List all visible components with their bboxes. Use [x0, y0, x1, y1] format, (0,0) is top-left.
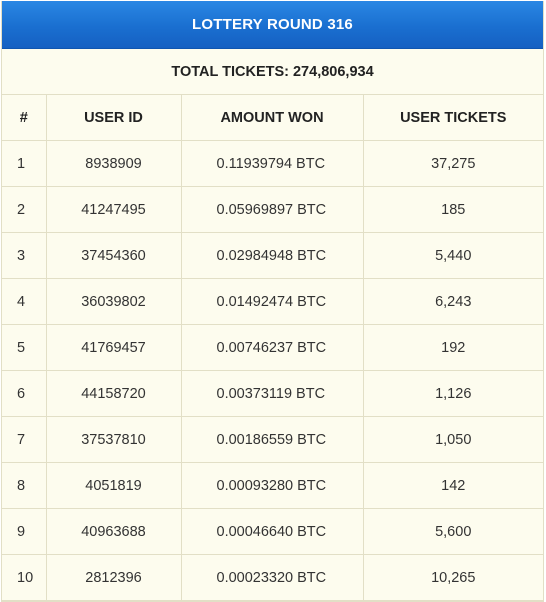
- user-id-cell: 41769457: [45, 324, 182, 371]
- rank-cell: 8: [2, 462, 47, 509]
- amount-won-cell: 0.00373119 BTC: [180, 370, 364, 417]
- user-id-cell: 4051819: [45, 462, 182, 509]
- table-row: 4 36039802 0.01492474 BTC 6,243: [2, 278, 543, 325]
- rank-cell: 4: [2, 278, 47, 325]
- user-tickets-cell: 5,440: [362, 232, 543, 279]
- table-header-row: # USER ID AMOUNT WON USER TICKETS: [2, 94, 543, 141]
- user-id-cell: 41247495: [45, 186, 182, 233]
- table-row: 1 8938909 0.11939794 BTC 37,275: [2, 140, 543, 187]
- table-row: 9 40963688 0.00046640 BTC 5,600: [2, 508, 543, 555]
- amount-won-cell: 0.00046640 BTC: [180, 508, 364, 555]
- column-header-amount-won: AMOUNT WON: [180, 94, 364, 141]
- table-row: 2 41247495 0.05969897 BTC 185: [2, 186, 543, 233]
- rank-cell: 9: [2, 508, 47, 555]
- rank-cell: 7: [2, 416, 47, 463]
- user-tickets-cell: 185: [362, 186, 543, 233]
- column-header-rank: #: [2, 94, 47, 141]
- amount-won-cell: 0.02984948 BTC: [180, 232, 364, 279]
- table-row: 5 41769457 0.00746237 BTC 192: [2, 324, 543, 371]
- user-tickets-cell: 1,050: [362, 416, 543, 463]
- amount-won-cell: 0.00186559 BTC: [180, 416, 364, 463]
- lottery-results-table: TOTAL TICKETS: 274,806,934 # USER ID AMO…: [2, 49, 543, 601]
- user-id-cell: 2812396: [45, 554, 182, 601]
- amount-won-cell: 0.00023320 BTC: [180, 554, 364, 601]
- user-tickets-cell: 1,126: [362, 370, 543, 417]
- table-row: 3 37454360 0.02984948 BTC 5,440: [2, 232, 543, 279]
- rank-cell: 2: [2, 186, 47, 233]
- user-tickets-cell: 5,600: [362, 508, 543, 555]
- amount-won-cell: 0.00746237 BTC: [180, 324, 364, 371]
- amount-won-cell: 0.00093280 BTC: [180, 462, 364, 509]
- amount-won-cell: 0.05969897 BTC: [180, 186, 364, 233]
- user-id-cell: 37454360: [45, 232, 182, 279]
- table-row: 8 4051819 0.00093280 BTC 142: [2, 462, 543, 509]
- user-id-cell: 40963688: [45, 508, 182, 555]
- table-row: 7 37537810 0.00186559 BTC 1,050: [2, 416, 543, 463]
- table-row: 10 2812396 0.00023320 BTC 10,265: [2, 554, 543, 601]
- total-tickets-row: TOTAL TICKETS: 274,806,934: [2, 49, 543, 95]
- user-id-cell: 37537810: [45, 416, 182, 463]
- user-tickets-cell: 142: [362, 462, 543, 509]
- user-tickets-cell: 6,243: [362, 278, 543, 325]
- column-header-user-tickets: USER TICKETS: [362, 94, 543, 141]
- rank-cell: 3: [2, 232, 47, 279]
- table-body: 1 8938909 0.11939794 BTC 37,275 2 41247495 0.0…: [2, 140, 543, 601]
- user-tickets-cell: 10,265: [362, 554, 543, 601]
- user-tickets-cell: 37,275: [362, 140, 543, 187]
- user-id-cell: 44158720: [45, 370, 182, 417]
- rank-cell: 1: [2, 140, 47, 187]
- rank-cell: 6: [2, 370, 47, 417]
- column-header-user-id: USER ID: [45, 94, 182, 141]
- table-row: 6 44158720 0.00373119 BTC 1,126: [2, 370, 543, 417]
- user-tickets-cell: 192: [362, 324, 543, 371]
- amount-won-cell: 0.11939794 BTC: [180, 140, 364, 187]
- amount-won-cell: 0.01492474 BTC: [180, 278, 364, 325]
- lottery-round-title: LOTTERY ROUND 316: [2, 1, 543, 49]
- rank-cell: 10: [2, 554, 47, 601]
- rank-cell: 5: [2, 324, 47, 371]
- user-id-cell: 36039802: [45, 278, 182, 325]
- user-id-cell: 8938909: [45, 140, 182, 187]
- total-tickets-label: TOTAL TICKETS: 274,806,934: [2, 49, 543, 95]
